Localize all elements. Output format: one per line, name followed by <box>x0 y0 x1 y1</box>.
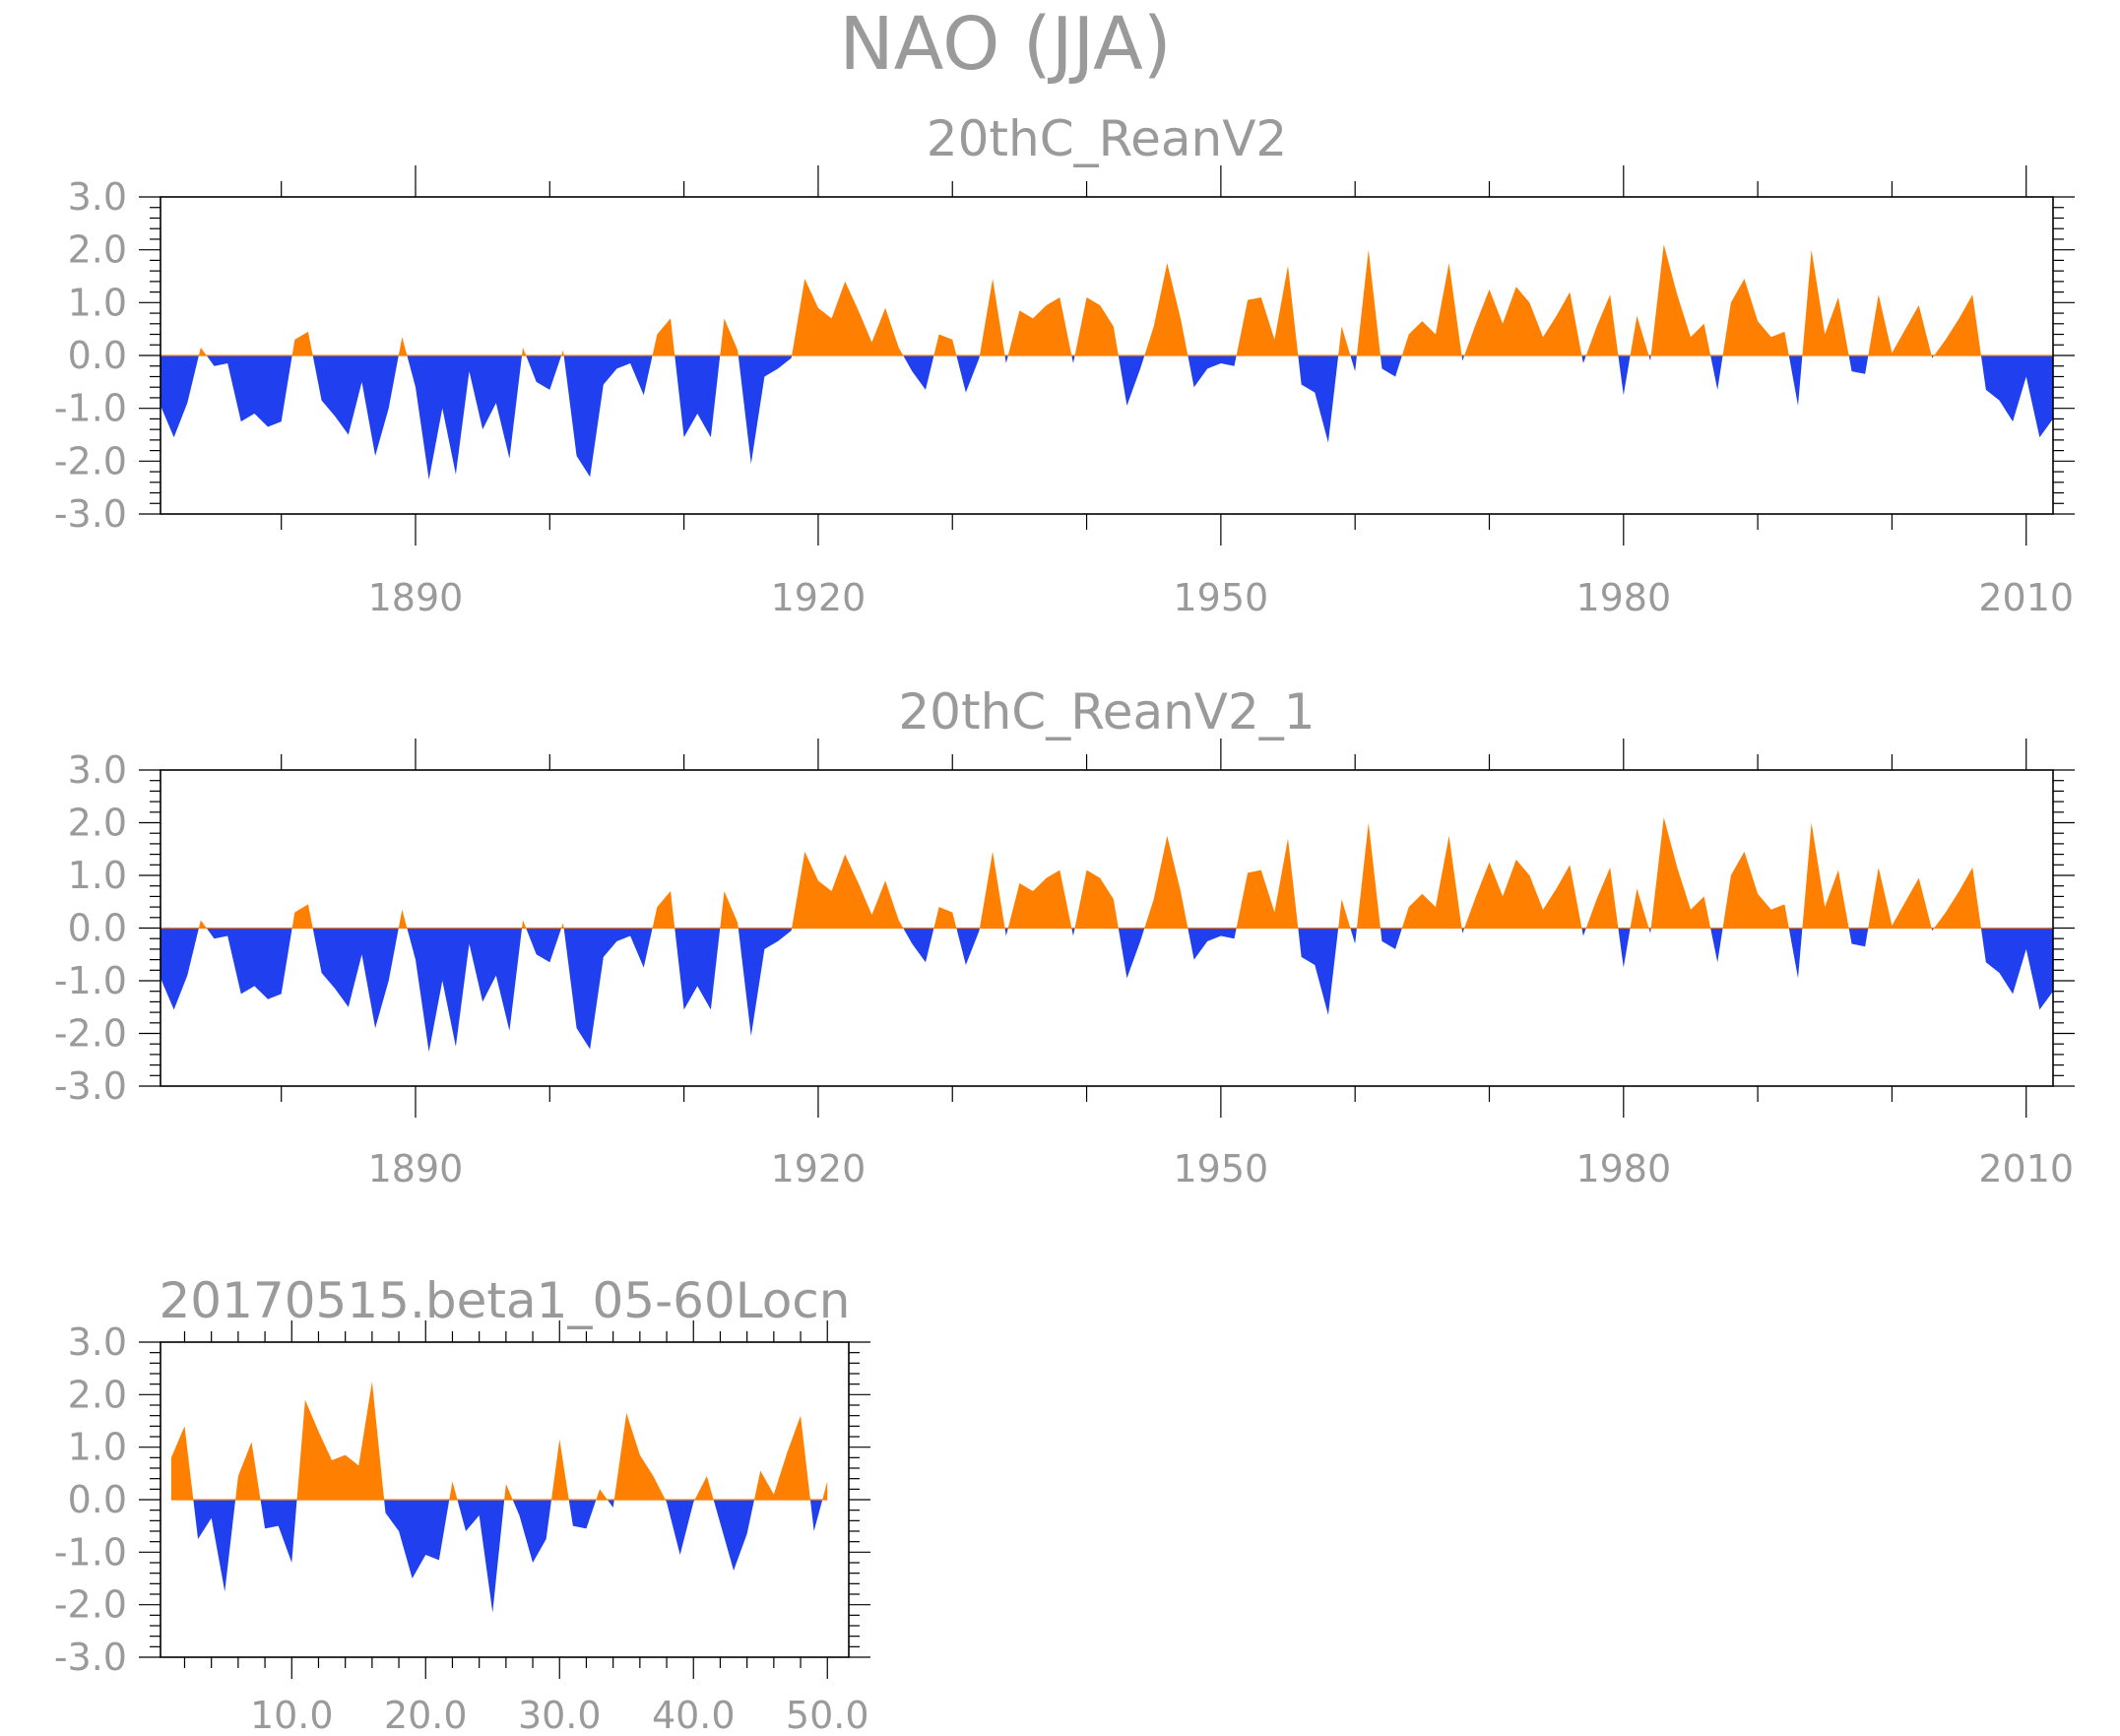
negative-area <box>170 1500 828 1613</box>
x-tick-label: 1950 <box>1174 576 1269 619</box>
negative-area <box>161 355 2053 481</box>
panel-title: 20thC_ReanV2 <box>927 110 1287 167</box>
y-tick-label: 3.0 <box>68 748 127 792</box>
y-tick-label: -3.0 <box>54 492 127 536</box>
x-tick-label: 20.0 <box>384 1694 468 1736</box>
y-tick-label: -3.0 <box>54 1064 127 1108</box>
x-tick-label: 1890 <box>368 1147 464 1190</box>
y-tick-label: 3.0 <box>68 1320 127 1364</box>
y-tick-label: -1.0 <box>54 387 127 430</box>
x-tick-label: 1890 <box>368 576 464 619</box>
x-tick-label: 1980 <box>1575 576 1671 619</box>
negative-area <box>161 928 2053 1053</box>
chart-panel-1: 20thC_ReanV2 -3.0 -2.0 -1.0 0.0 1.0 2.0 3.0 1890… <box>54 110 2075 619</box>
panel-title: 20thC_ReanV2_1 <box>898 683 1315 740</box>
x-tick-label: 30.0 <box>518 1694 602 1736</box>
y-tick-label: 3.0 <box>68 175 127 219</box>
x-tick-label: 2010 <box>1978 576 2074 619</box>
y-tick-label: -2.0 <box>54 439 127 482</box>
chart-panel-2: 20thC_ReanV2_1 -3.0 -2.0 -1.0 0.0 1.0 2.0 3.0 18… <box>54 683 2075 1190</box>
y-tick-label: 0.0 <box>68 907 127 950</box>
x-tick-label: 10.0 <box>250 1694 334 1736</box>
x-tick-label: 1920 <box>771 1147 867 1190</box>
y-tick-label: 2.0 <box>68 228 127 272</box>
x-tick-label: 1920 <box>771 576 867 619</box>
y-tick-label: 1.0 <box>68 854 127 897</box>
y-tick-label: -3.0 <box>54 1636 127 1679</box>
positive-area <box>170 1382 828 1500</box>
y-tick-label: -1.0 <box>54 1530 127 1574</box>
y-tick-label: -2.0 <box>54 1583 127 1627</box>
panel-title: 20170515.beta1_05-60Locn <box>160 1272 851 1329</box>
y-tick-label: 2.0 <box>68 1373 127 1416</box>
y-tick-label: 1.0 <box>68 281 127 324</box>
y-tick-label: 0.0 <box>68 1478 127 1521</box>
chart-panel-3: 20170515.beta1_05-60Locn -3.0 -2.0 -1.0 0.0 1… <box>54 1272 870 1736</box>
x-tick-label: 50.0 <box>786 1694 869 1736</box>
y-tick-label: 0.0 <box>68 334 127 377</box>
y-tick-label: 1.0 <box>68 1426 127 1469</box>
x-tick-label: 1980 <box>1575 1147 1671 1190</box>
x-tick-label: 1950 <box>1174 1147 1269 1190</box>
positive-area <box>161 244 2053 355</box>
main-title: NAO (JJA) <box>839 2 1171 87</box>
y-tick-label: -1.0 <box>54 959 127 1002</box>
positive-area <box>161 817 2053 929</box>
y-tick-label: -2.0 <box>54 1012 127 1056</box>
x-tick-label: 40.0 <box>652 1694 736 1736</box>
y-tick-label: 2.0 <box>68 802 127 845</box>
x-tick-label: 2010 <box>1978 1147 2074 1190</box>
